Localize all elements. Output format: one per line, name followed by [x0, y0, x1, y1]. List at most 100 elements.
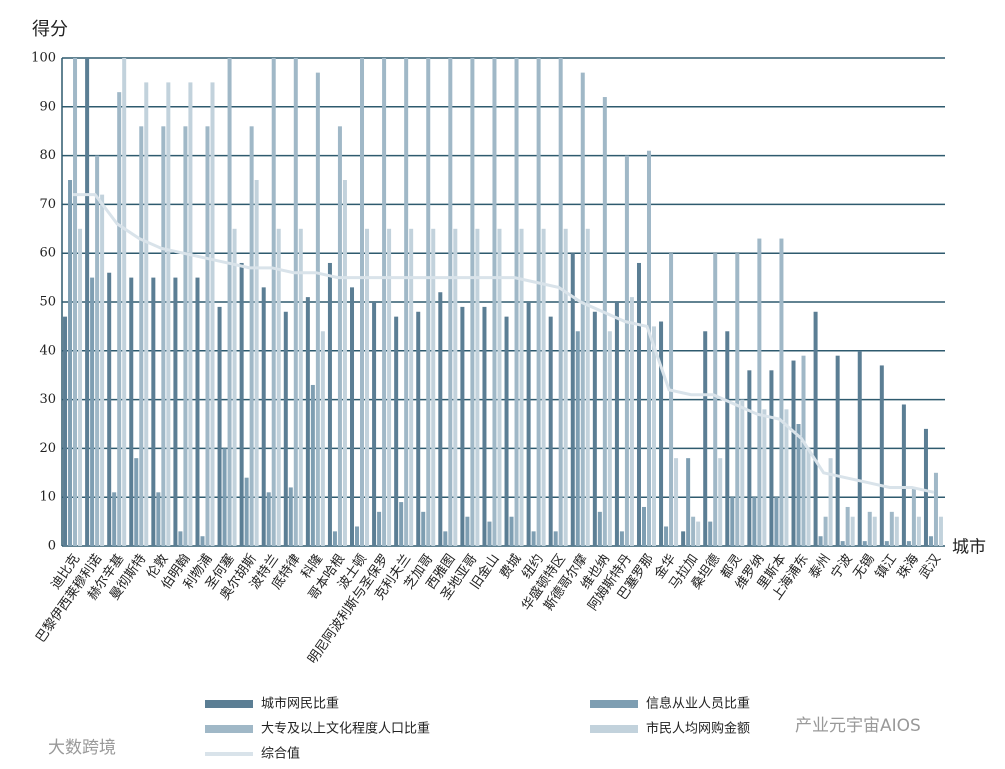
x-tick-label: 泰州: [807, 552, 834, 582]
bar: [791, 360, 796, 546]
bar: [426, 58, 431, 546]
bar: [63, 316, 68, 546]
bar: [796, 424, 801, 546]
x-tick-label: 镇江: [873, 552, 900, 582]
bar: [686, 458, 691, 546]
bar: [200, 536, 205, 546]
bar: [850, 516, 855, 546]
bar: [879, 365, 884, 546]
bar: [497, 228, 502, 547]
bar: [553, 531, 558, 546]
bar: [740, 399, 745, 546]
bar: [266, 492, 271, 546]
bar: [691, 516, 696, 546]
bar: [239, 262, 244, 546]
y-tick-label: 80: [39, 148, 56, 163]
bar: [217, 306, 222, 546]
bar: [271, 58, 276, 546]
bar: [867, 511, 872, 546]
y-tick-label: 20: [39, 441, 56, 456]
bar: [487, 521, 492, 546]
bar: [884, 541, 889, 546]
bar: [372, 302, 377, 546]
bar: [835, 355, 840, 546]
bar: [575, 331, 580, 546]
bar: [438, 292, 443, 546]
bar: [394, 316, 399, 546]
bar: [607, 331, 612, 546]
bar: [784, 409, 789, 546]
bar: [222, 448, 227, 546]
y-tick-label: 40: [39, 343, 56, 358]
line: [73, 193, 935, 494]
bar: [431, 228, 436, 547]
bar: [421, 511, 426, 546]
bar: [78, 228, 83, 547]
bar: [509, 516, 514, 546]
bar: [614, 302, 619, 546]
bar: [757, 238, 762, 546]
bar: [713, 253, 718, 546]
bar: [779, 238, 784, 546]
y-tick-label: 10: [39, 490, 56, 505]
bar: [911, 487, 916, 546]
bar: [254, 180, 259, 546]
bar: [708, 521, 713, 546]
bar: [122, 58, 127, 546]
bar: [769, 370, 774, 546]
bar: [387, 228, 392, 547]
bar: [872, 516, 877, 546]
bar: [195, 277, 200, 546]
bar: [178, 531, 183, 546]
bar: [828, 458, 833, 546]
legend-label: 大专及以上文化程度人口比重: [261, 721, 430, 737]
bar: [857, 350, 862, 546]
bar: [747, 370, 752, 546]
y-axis-label: 得分: [32, 19, 68, 40]
y-tick-label: 90: [39, 99, 56, 114]
x-axis-label: 城市: [952, 538, 986, 558]
bar: [526, 302, 531, 546]
bar: [73, 58, 78, 546]
bar: [906, 541, 911, 546]
bar: [681, 531, 686, 546]
bar: [482, 306, 487, 546]
bar: [350, 287, 355, 546]
bar: [377, 511, 382, 546]
bar: [173, 277, 178, 546]
bar: [337, 126, 342, 546]
bar: [293, 58, 298, 546]
bar: [774, 497, 779, 546]
bar: [360, 58, 365, 546]
bar: [443, 531, 448, 546]
y-tick-label: 50: [39, 295, 56, 310]
bar: [205, 126, 210, 546]
bar: [161, 126, 166, 546]
bar: [762, 409, 767, 546]
bar: [342, 180, 347, 546]
y-tick-label: 0: [48, 539, 56, 554]
bar: [327, 262, 332, 546]
bar: [669, 253, 674, 546]
y-tick-label: 60: [39, 246, 56, 261]
bar: [470, 58, 475, 546]
bar: [801, 355, 806, 546]
bar: [536, 58, 541, 546]
bar: [355, 526, 360, 546]
bar: [139, 126, 144, 546]
bar: [90, 277, 95, 546]
bar: [548, 316, 553, 546]
bar: [718, 458, 723, 546]
bar: [134, 458, 139, 546]
bar: [725, 331, 730, 546]
bar: [563, 228, 568, 547]
legend-swatch: [590, 700, 638, 708]
bar: [261, 287, 266, 546]
bar: [460, 306, 465, 546]
bar: [382, 58, 387, 546]
bar: [100, 194, 105, 546]
bar: [227, 58, 232, 546]
bar: [404, 58, 409, 546]
bar: [117, 92, 122, 546]
